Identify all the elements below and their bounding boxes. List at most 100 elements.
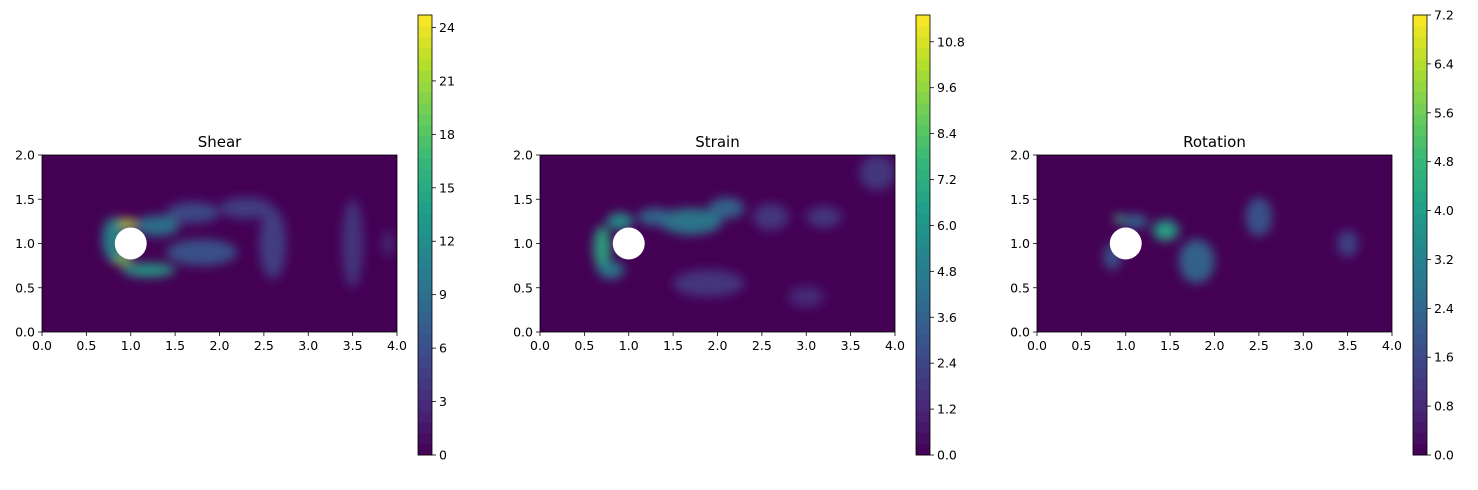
colorbar-band xyxy=(1413,312,1427,324)
field-region-6 xyxy=(708,197,745,219)
x-tick-label: 1.5 xyxy=(663,338,683,353)
colorbar-band xyxy=(418,323,432,335)
colorbar-band xyxy=(916,158,930,170)
colorbar-band xyxy=(1413,37,1427,49)
field-contours xyxy=(1103,197,1359,284)
field-region-11 xyxy=(382,230,394,257)
x-tick-label: 0.5 xyxy=(574,338,594,353)
colorbar-tick-label: 0 xyxy=(439,448,447,463)
x-tick-label: 1.5 xyxy=(1160,338,1180,353)
colorbar: 0.0 0.8 1.6 2.4 3.2 4.0 4.8 5.6 6.4 7.2 xyxy=(1412,8,1454,463)
colorbar-band xyxy=(418,268,432,280)
colorbar-band xyxy=(1413,235,1427,247)
colorbar-band xyxy=(418,367,432,379)
colorbar-band xyxy=(1413,114,1427,126)
x-tick-label: 4.0 xyxy=(1382,338,1402,353)
field-region-9 xyxy=(259,208,287,279)
colorbar-tick-label: 5.6 xyxy=(1434,105,1454,120)
colorbar-frame xyxy=(915,14,931,456)
colorbar-band xyxy=(916,422,930,434)
colorbar-band xyxy=(1413,48,1427,60)
colorbar-band xyxy=(1413,202,1427,214)
field-region-4 xyxy=(121,262,176,278)
colorbar-band xyxy=(418,125,432,137)
y-tick-label: 0.0 xyxy=(15,325,35,340)
colorbar-tick-label: 12 xyxy=(439,234,455,249)
colorbar-band xyxy=(1413,103,1427,115)
colorbar-band xyxy=(418,169,432,181)
colorbar-tick-label: 9 xyxy=(439,287,447,302)
colorbar-band xyxy=(1413,323,1427,335)
colorbar-band xyxy=(418,246,432,258)
chart-title: Shear xyxy=(198,133,242,151)
colorbar-band xyxy=(916,312,930,324)
colorbar-band xyxy=(916,169,930,181)
colorbar-band xyxy=(1413,213,1427,225)
colorbar-band xyxy=(916,235,930,247)
colorbar-band xyxy=(1413,81,1427,93)
colorbar-band xyxy=(916,103,930,115)
field-region-7 xyxy=(673,270,745,297)
colorbar-band xyxy=(1413,433,1427,445)
colorbar-tick-label: 4.0 xyxy=(1434,203,1454,218)
colorbar-band xyxy=(1413,411,1427,423)
colorbar-band xyxy=(1413,356,1427,368)
colorbar-tick-label: 1.6 xyxy=(1434,350,1454,365)
colorbar-band xyxy=(418,114,432,126)
field-region-2 xyxy=(606,212,634,231)
colorbar-band xyxy=(418,279,432,291)
colorbar-band xyxy=(916,15,930,27)
colorbar-band xyxy=(916,147,930,159)
colorbar-band xyxy=(1413,367,1427,379)
colorbar-tick-label: 2.4 xyxy=(1434,301,1454,316)
colorbar-band xyxy=(418,389,432,401)
field-region-8 xyxy=(1336,230,1359,257)
panel-1: 0.0 0.5 1.0 1.5 2.0 2.5 3.0 3.5 4.0 0.0 0.5 1.0 1.5 2… xyxy=(15,14,455,463)
colorbar-band xyxy=(916,345,930,357)
colorbar-band xyxy=(916,59,930,71)
y-tick-label: 0.0 xyxy=(1010,325,1030,340)
y-tick-label: 1.5 xyxy=(15,192,35,207)
colorbar-band xyxy=(418,48,432,60)
colorbar-band xyxy=(418,103,432,115)
colorbar: 0.0 1.2 2.4 3.6 4.8 6.0 7.2 8.4 9.6 10.8 xyxy=(915,14,965,463)
colorbar-band xyxy=(418,422,432,434)
colorbar-band xyxy=(1413,158,1427,170)
colorbar-band xyxy=(916,213,930,225)
colorbar-band xyxy=(916,290,930,302)
chart-title: Strain xyxy=(695,133,739,151)
colorbar-band xyxy=(1413,147,1427,159)
colorbar-band xyxy=(916,400,930,412)
colorbar-band xyxy=(418,290,432,302)
field-background xyxy=(540,155,895,332)
colorbar-band xyxy=(916,257,930,269)
field-contours xyxy=(102,197,394,288)
x-tick-label: 0.5 xyxy=(1071,338,1091,353)
colorbar-band xyxy=(1413,191,1427,203)
colorbar-tick-label: 18 xyxy=(439,127,455,142)
x-tick-label: 3.0 xyxy=(796,338,816,353)
colorbar-band xyxy=(916,246,930,258)
field-region-2 xyxy=(1152,219,1179,241)
colorbar-band xyxy=(1413,268,1427,280)
colorbar-band xyxy=(418,202,432,214)
colorbar-band xyxy=(916,191,930,203)
field-region-4 xyxy=(1121,214,1148,229)
colorbar-band xyxy=(418,334,432,346)
x-tick-label: 0.0 xyxy=(1027,338,1047,353)
colorbar-band xyxy=(916,70,930,82)
y-tick-label: 0.5 xyxy=(1010,280,1030,295)
field-region-11 xyxy=(788,285,824,308)
x-tick-label: 2.5 xyxy=(254,338,274,353)
colorbar-band xyxy=(916,389,930,401)
colorbar-tick-label: 6 xyxy=(439,341,447,356)
colorbar-band xyxy=(916,26,930,38)
colorbar-frame xyxy=(417,14,433,456)
x-tick-label: 4.0 xyxy=(387,338,407,353)
colorbar-band xyxy=(418,224,432,236)
colorbar-band xyxy=(916,48,930,60)
x-tick-label: 3.0 xyxy=(1293,338,1313,353)
colorbar-tick-label: 9.6 xyxy=(937,80,957,95)
field-region-7 xyxy=(1245,197,1273,237)
colorbar-band xyxy=(418,312,432,324)
